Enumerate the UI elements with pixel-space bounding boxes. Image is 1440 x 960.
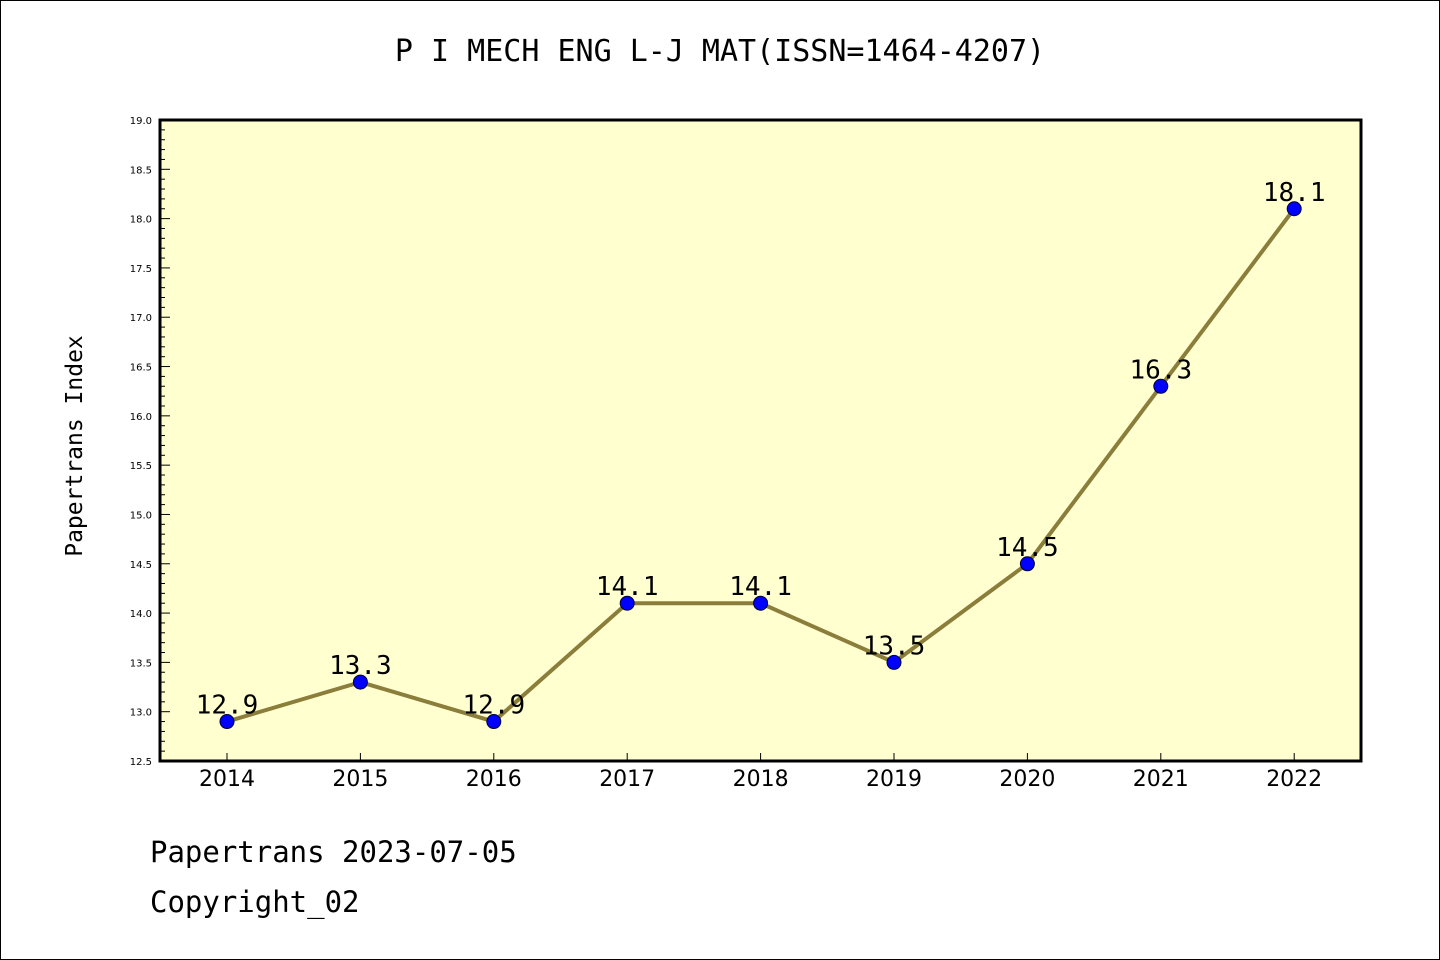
data-label: 18.1 (1263, 178, 1326, 208)
data-label: 13.3 (329, 651, 392, 681)
x-tick-label: 2020 (999, 767, 1055, 792)
y-tick-label: 14.5 (130, 560, 152, 571)
x-tick-label: 2019 (866, 767, 922, 792)
x-tick-label: 2017 (599, 767, 655, 792)
y-tick-label: 13.5 (130, 658, 152, 669)
y-tick-label: 15.0 (130, 510, 152, 521)
data-point (886, 654, 902, 670)
y-tick-label: 18.5 (130, 165, 152, 176)
data-point (352, 674, 368, 690)
data-label: 12.9 (462, 691, 525, 721)
x-tick-label: 2022 (1266, 767, 1322, 792)
data-label: 14.1 (729, 572, 792, 602)
y-tick-label: 17.0 (130, 313, 152, 324)
chart-title: P I MECH ENG L-J MAT(ISSN=1464-4207) (394, 34, 1046, 69)
y-tick-label: 14.0 (130, 609, 152, 620)
data-label: 12.9 (196, 691, 259, 721)
y-tick-label: 12.5 (130, 757, 152, 768)
x-tick-label: 2015 (332, 767, 388, 792)
y-tick-label: 17.5 (130, 264, 152, 275)
y-tick-label: 18.0 (130, 215, 152, 226)
x-tick-label: 2018 (733, 767, 789, 792)
data-point (486, 714, 502, 730)
x-tick-label: 2021 (1133, 767, 1189, 792)
y-tick-label: 16.0 (130, 412, 152, 423)
data-point (619, 595, 635, 611)
data-label: 14.5 (996, 533, 1059, 563)
data-point (1019, 556, 1035, 572)
y-tick-label: 13.0 (130, 708, 152, 719)
data-label: 14.1 (596, 572, 659, 602)
y-tick-label: 15.5 (130, 461, 152, 472)
data-point (1153, 378, 1169, 394)
data-label: 13.5 (863, 631, 926, 661)
y-tick-label: 19.0 (130, 116, 152, 127)
plot-border (158, 118, 1363, 763)
data-point (219, 714, 235, 730)
footer-date: Papertrans 2023-07-05 (150, 835, 517, 869)
plot-area (160, 120, 1361, 761)
y-tick-label: 16.5 (130, 363, 152, 374)
footer-copyright: Copyright_02 (150, 885, 360, 919)
x-tick-label: 2016 (466, 767, 522, 792)
x-tick-label: 2014 (199, 767, 255, 792)
data-label: 16.3 (1129, 355, 1192, 385)
data-point (753, 595, 769, 611)
data-point (1286, 201, 1302, 217)
